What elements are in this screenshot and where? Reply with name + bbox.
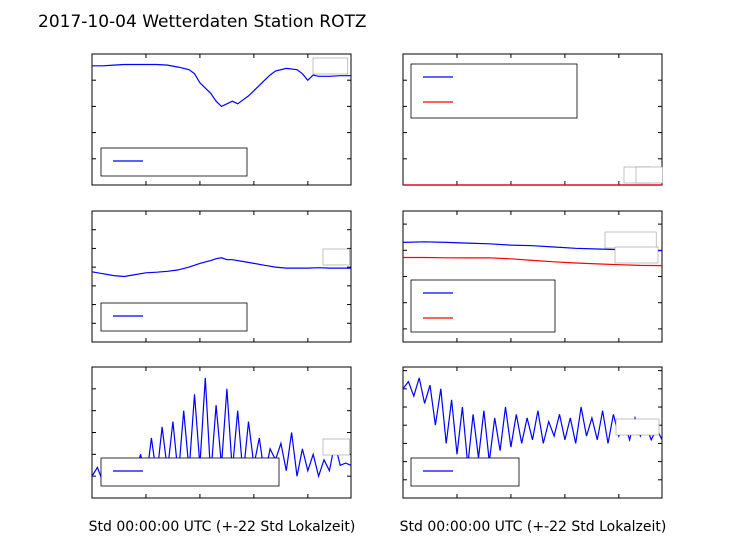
series-line-1 [91,257,351,278]
legend [410,457,520,487]
value-label-box [615,418,660,436]
legend [100,147,248,177]
panel-1 [91,53,352,186]
x-axis-label-right: Std 00:00:00 UTC (+-22 Std Lokalzeit) [400,519,667,535]
panels [91,53,663,499]
value-label-box [322,248,350,266]
legend-box [410,63,578,119]
series-line-1 [402,377,663,466]
value-label-box [635,166,663,184]
value-label-box [312,57,349,75]
value-label-box [322,438,350,456]
legend-box [100,147,248,177]
panel-6 [402,366,663,499]
panel-4 [402,210,663,343]
value-label-box [614,246,659,264]
figure-title: 2017-10-04 Wetterdaten Station ROTZ [38,12,367,32]
series-line-1 [92,63,351,108]
legend [410,279,556,333]
legend [410,63,578,119]
panel-2 [402,53,663,186]
series-line-2 [403,256,663,267]
legend [100,302,248,332]
legend-box [410,457,520,487]
legend-box [100,457,280,487]
x-axis-label-left: Std 00:00:00 UTC (+-22 Std Lokalzeit) [89,519,356,535]
legend [100,457,280,487]
panel-5 [91,366,352,499]
legend-box [100,302,248,332]
legend-box [410,279,556,333]
panel-3 [91,210,352,343]
value-label-box [604,231,657,249]
